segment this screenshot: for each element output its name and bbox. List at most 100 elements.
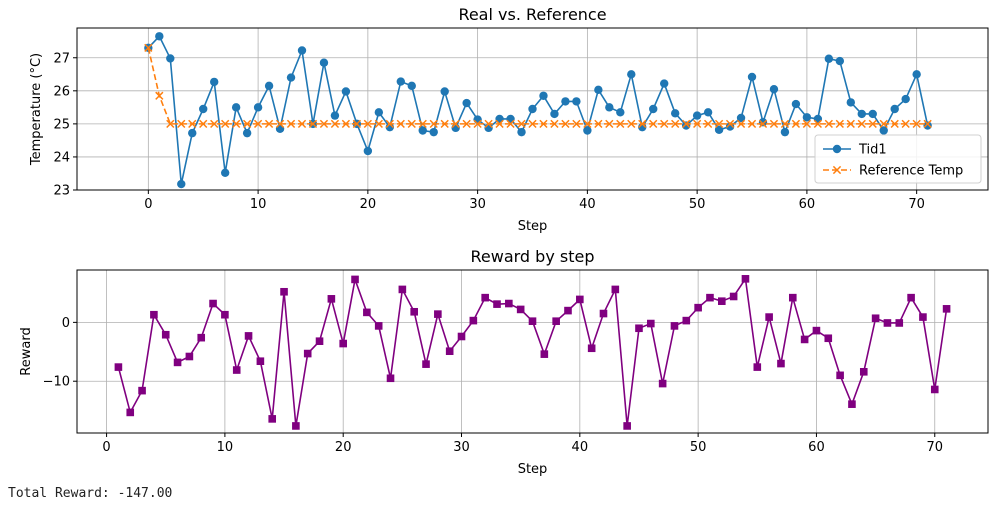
data-point: [587, 344, 596, 353]
figure: 0 10 20 30 40 50 60 70 23 24 25 26 27 Real vs. Refere…: [19, 5, 989, 477]
data-point: [769, 84, 779, 94]
data-point: [583, 119, 592, 129]
data-point: [660, 119, 669, 129]
data-point: [341, 119, 351, 129]
data-point: [747, 119, 757, 129]
data-point: [363, 119, 372, 129]
data-point: [418, 126, 427, 135]
data-point: [692, 111, 702, 120]
data-point: [627, 119, 636, 129]
data-point: [540, 350, 549, 358]
data-point: [188, 128, 197, 138]
data-point: [848, 400, 856, 408]
data-point: [802, 119, 812, 129]
data-point: [717, 297, 726, 305]
data-point: [658, 379, 667, 388]
data-point: [264, 81, 274, 91]
data-point: [445, 347, 454, 356]
data-point: [363, 308, 371, 317]
data-point: [144, 43, 153, 52]
data-point: [835, 56, 845, 66]
data-point: [912, 70, 921, 79]
x-tick-label: 0: [102, 440, 110, 455]
data-point: [824, 334, 833, 343]
data-point: [385, 119, 394, 129]
data-point: [374, 322, 383, 330]
data-point: [506, 119, 515, 129]
data-point: [242, 128, 252, 138]
data-point: [286, 119, 296, 129]
data-point: [315, 337, 324, 346]
legend-label: Tid1: [858, 143, 887, 158]
temperature-chart: 0 10 20 30 40 50 60 70 23 24 25 26 27 Real vs. Refere…: [29, 5, 989, 234]
data-point: [736, 113, 746, 123]
data-point: [440, 119, 449, 129]
data-point: [429, 119, 438, 129]
data-point: [268, 415, 277, 423]
data-point: [769, 119, 779, 129]
series-1: [114, 275, 951, 430]
series-line: [147, 47, 928, 125]
data-point: [469, 316, 478, 325]
data-point: [434, 310, 442, 318]
data-point: [846, 98, 856, 107]
data-point: [550, 119, 559, 129]
y-axis-label: Reward: [19, 327, 34, 375]
y-tick-label: 23: [53, 184, 70, 199]
data-point: [907, 293, 915, 302]
data-point: [253, 119, 263, 129]
data-point: [410, 307, 418, 316]
data-point: [835, 119, 844, 129]
data-point: [407, 119, 416, 129]
data-point: [802, 113, 812, 122]
data-point: [220, 168, 230, 178]
data-point: [788, 293, 797, 302]
data-point: [327, 295, 336, 303]
data-point: [256, 357, 265, 366]
data-point: [550, 109, 559, 119]
data-point: [930, 385, 939, 394]
data-point: [561, 97, 570, 106]
data-point: [647, 319, 655, 328]
data-point: [528, 119, 537, 129]
data-point: [351, 275, 359, 284]
data-point: [473, 115, 482, 124]
data-point: [210, 119, 219, 129]
data-point: [155, 91, 164, 100]
data-point: [599, 309, 608, 318]
legend: Tid1 Reference Temp: [814, 134, 982, 184]
data-point: [594, 85, 603, 95]
data-point: [352, 119, 362, 129]
data-point: [857, 109, 866, 119]
data-point: [319, 58, 329, 67]
data-point: [703, 108, 713, 117]
data-point: [280, 287, 288, 296]
x-tick-label: 10: [217, 440, 234, 455]
data-point: [635, 324, 643, 333]
data-point: [706, 293, 714, 302]
x-tick-label: 10: [250, 197, 267, 212]
x-tick-label: 70: [926, 440, 943, 455]
data-point: [670, 109, 680, 118]
data-point: [871, 314, 880, 323]
data-point: [528, 317, 537, 325]
data-point: [396, 119, 405, 129]
data-point: [539, 119, 548, 129]
data-point: [923, 121, 932, 130]
x-axis-label: Step: [518, 462, 548, 477]
data-point: [297, 46, 307, 55]
data-point: [694, 303, 702, 312]
data-point: [339, 339, 348, 348]
data-point: [264, 119, 274, 129]
y-tick-label: 24: [53, 150, 70, 165]
data-point: [429, 127, 438, 137]
data-point: [363, 146, 373, 156]
data-point: [244, 332, 253, 340]
data-point: [649, 104, 658, 114]
data-point: [753, 363, 762, 371]
data-point: [462, 98, 471, 108]
data-point: [623, 422, 631, 430]
data-point: [693, 119, 702, 129]
data-point: [859, 368, 868, 376]
data-point: [747, 72, 757, 82]
